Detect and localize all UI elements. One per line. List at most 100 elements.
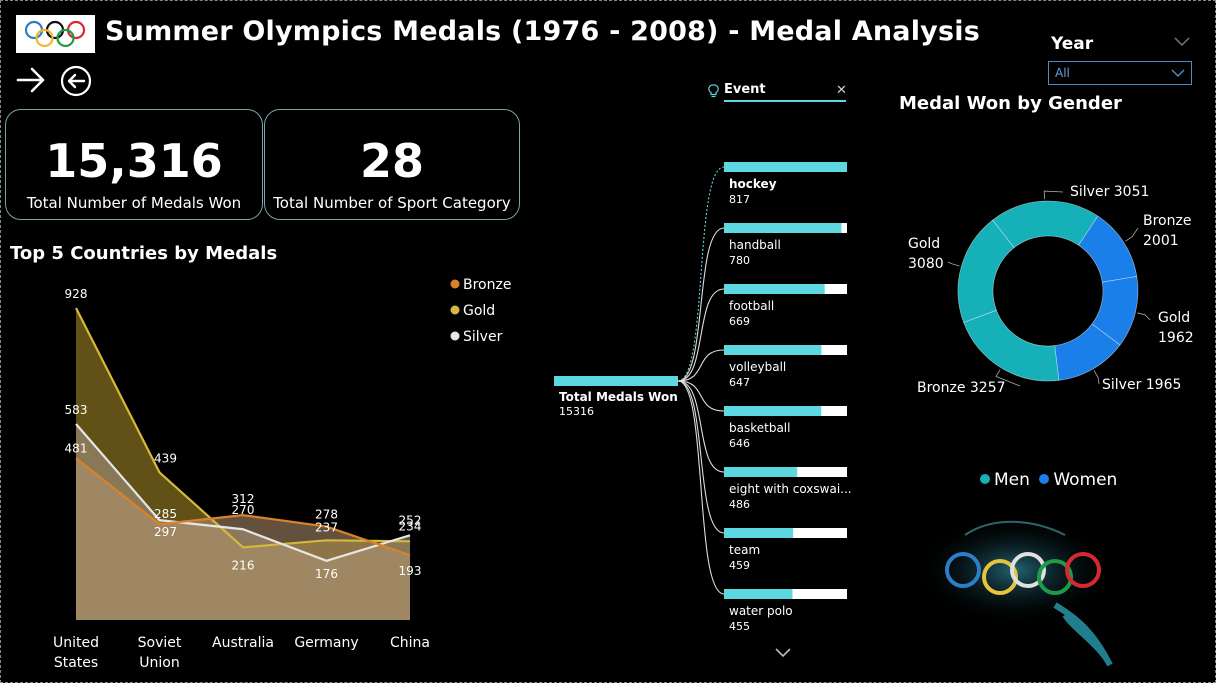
slice-label: Gold — [908, 236, 940, 252]
year-dropdown[interactable]: All — [1048, 61, 1192, 85]
node-value: 486 — [729, 498, 750, 511]
kpi-card-sport-categories: 28 Total Number of Sport Category — [264, 109, 520, 220]
data-label: 312 — [232, 492, 255, 506]
arrow-right-icon[interactable] — [16, 66, 46, 94]
slice-label: Gold — [1158, 310, 1190, 326]
tree-connector — [677, 380, 725, 534]
node-bar — [724, 345, 822, 355]
node-bar — [724, 589, 793, 599]
node-bar — [724, 284, 825, 294]
close-icon[interactable]: ✕ — [836, 83, 847, 98]
data-label: 234 — [399, 519, 422, 533]
line-gold — [75, 307, 411, 549]
kpi-label: Total Number of Medals Won — [26, 194, 242, 212]
x-tick-label: Soviet — [138, 635, 182, 651]
data-label: 176 — [315, 567, 338, 581]
legend-label: Gold — [463, 303, 495, 319]
node-label: football — [729, 299, 774, 313]
node-value: 455 — [729, 620, 750, 633]
data-label: 270 — [232, 503, 255, 517]
slice-label: Silver 1965 — [1102, 377, 1181, 393]
leader-line — [947, 261, 960, 267]
node-value: 646 — [729, 437, 750, 450]
olympic-rings-smoke-image — [915, 515, 1115, 667]
x-tick-label: Australia — [212, 635, 274, 651]
legend-marker — [450, 279, 460, 289]
line-bronze — [75, 457, 411, 557]
kpi-label: Total Number of Sport Category — [273, 194, 511, 212]
tree-connector — [677, 288, 725, 382]
node-label: team — [729, 543, 760, 557]
tree-connector — [677, 166, 725, 382]
page-title: Summer Olympics Medals (1976 - 2008) - M… — [105, 16, 980, 47]
donut-slice — [957, 219, 1015, 323]
legend-label: Bronze — [463, 277, 511, 293]
tree-connector — [677, 380, 725, 412]
event-level-underline — [724, 100, 846, 102]
chevron-down-icon[interactable] — [1174, 37, 1190, 47]
node-label: handball — [729, 238, 781, 252]
node-label: volleyball — [729, 360, 786, 374]
slice-label: 3080 — [908, 256, 944, 272]
gender-legend: Men Women — [980, 470, 1117, 490]
data-label: 439 — [154, 451, 177, 465]
data-label: 216 — [232, 558, 255, 572]
year-slicer-label: Year — [1051, 34, 1094, 54]
lightbulb-icon — [708, 84, 719, 98]
chevron-down-icon — [1171, 69, 1185, 78]
legend-marker — [450, 305, 460, 315]
donut-chart-title: Medal Won by Gender — [899, 93, 1122, 114]
root-bar — [554, 376, 678, 386]
node-value: 817 — [729, 193, 750, 206]
gender-donut-chart: Silver 3051 Bronze 2001 Gold 1962 Silver 1965… — [908, 184, 1194, 396]
node-value: 647 — [729, 376, 750, 389]
data-label: 285 — [154, 507, 177, 521]
node-label: basketball — [729, 421, 790, 435]
top-countries-area-chart: 481 285 312 278 193 928 439 216 237 234 583 297 270 1… — [53, 277, 511, 671]
x-tick-label: Germany — [294, 635, 358, 651]
legend-marker — [450, 331, 460, 341]
x-tick-label: United — [53, 635, 99, 651]
slice-label: 1962 — [1158, 330, 1194, 346]
data-label: 928 — [65, 287, 88, 301]
data-label: 237 — [315, 520, 338, 534]
data-label: 297 — [154, 525, 177, 539]
node-bar — [724, 162, 847, 172]
tree-connector — [677, 349, 725, 382]
area-chart-title: Top 5 Countries by Medals — [10, 243, 278, 264]
event-level-header: Event ✕ — [708, 82, 848, 102]
node-bar — [724, 528, 794, 538]
root-value: 15316 — [559, 405, 594, 418]
area-bronze — [76, 458, 410, 620]
node-bar — [724, 223, 842, 233]
node-label: eight with coxswai... — [729, 482, 852, 496]
line-silver — [75, 423, 411, 562]
chevron-down-icon[interactable] — [775, 648, 791, 658]
legend-item-women[interactable]: Women — [1039, 470, 1117, 490]
node-bar — [724, 467, 798, 477]
tree-connector — [677, 227, 725, 382]
year-dropdown-value: All — [1055, 66, 1070, 80]
legend-item-men[interactable]: Men — [980, 470, 1030, 490]
node-label: water polo — [729, 604, 793, 618]
slice-label: Bronze 3257 — [917, 380, 1006, 396]
olympic-rings-logo — [16, 15, 95, 53]
event-level-label: Event — [724, 82, 766, 97]
kpi-card-total-medals: 15,316 Total Number of Medals Won — [5, 109, 263, 220]
slice-label: 2001 — [1143, 233, 1179, 249]
legend-label: Silver — [463, 329, 503, 345]
donut-slice — [963, 309, 1060, 382]
circle-arrow-left-icon[interactable] — [60, 65, 92, 97]
x-tick-label: States — [54, 655, 98, 671]
kpi-value: 15,316 — [45, 134, 223, 188]
node-bar — [724, 406, 822, 416]
data-label: 193 — [399, 564, 422, 578]
leader-line — [995, 369, 1021, 387]
x-tick-label: China — [390, 635, 430, 651]
data-label: 481 — [65, 441, 88, 455]
tree-connector — [677, 380, 725, 595]
root-label: Total Medals Won — [559, 390, 678, 404]
node-value: 669 — [729, 315, 750, 328]
leader-line — [1043, 190, 1064, 200]
